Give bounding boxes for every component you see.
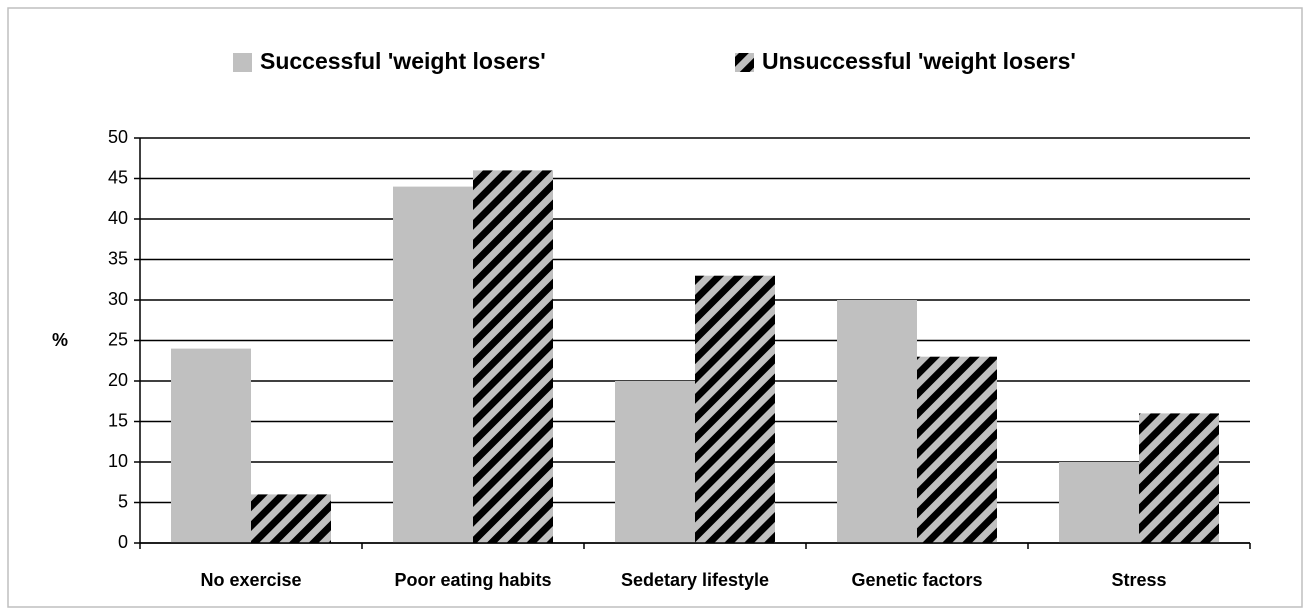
x-tick-label: Stress xyxy=(1111,570,1166,590)
x-tick-label: Sedetary lifestyle xyxy=(621,570,769,590)
y-tick-label: 20 xyxy=(108,370,128,390)
legend-label: Successful 'weight losers' xyxy=(260,48,546,74)
legend-label: Unsuccessful 'weight losers' xyxy=(762,48,1076,74)
y-tick-label: 50 xyxy=(108,127,128,147)
y-tick-label: 40 xyxy=(108,208,128,228)
bar xyxy=(473,170,553,543)
bar xyxy=(171,348,251,543)
x-tick-label: Genetic factors xyxy=(851,570,982,590)
bar xyxy=(1139,413,1219,543)
y-tick-label: 30 xyxy=(108,289,128,309)
bar xyxy=(251,494,331,543)
y-tick-label: 10 xyxy=(108,451,128,471)
x-tick-label: Poor eating habits xyxy=(394,570,551,590)
bar xyxy=(917,356,997,543)
y-tick-label: 0 xyxy=(118,532,128,552)
legend-swatch xyxy=(233,53,252,72)
x-tick-label: No exercise xyxy=(200,570,301,590)
bar xyxy=(695,275,775,543)
bar xyxy=(615,381,695,543)
y-axis-label: % xyxy=(52,330,68,350)
y-tick-label: 45 xyxy=(108,167,128,187)
bar xyxy=(393,186,473,543)
bar xyxy=(1059,462,1139,543)
y-tick-label: 35 xyxy=(108,248,128,268)
y-tick-label: 25 xyxy=(108,329,128,349)
y-tick-label: 15 xyxy=(108,410,128,430)
bar xyxy=(837,300,917,543)
legend-swatch xyxy=(735,53,754,72)
y-tick-label: 5 xyxy=(118,491,128,511)
